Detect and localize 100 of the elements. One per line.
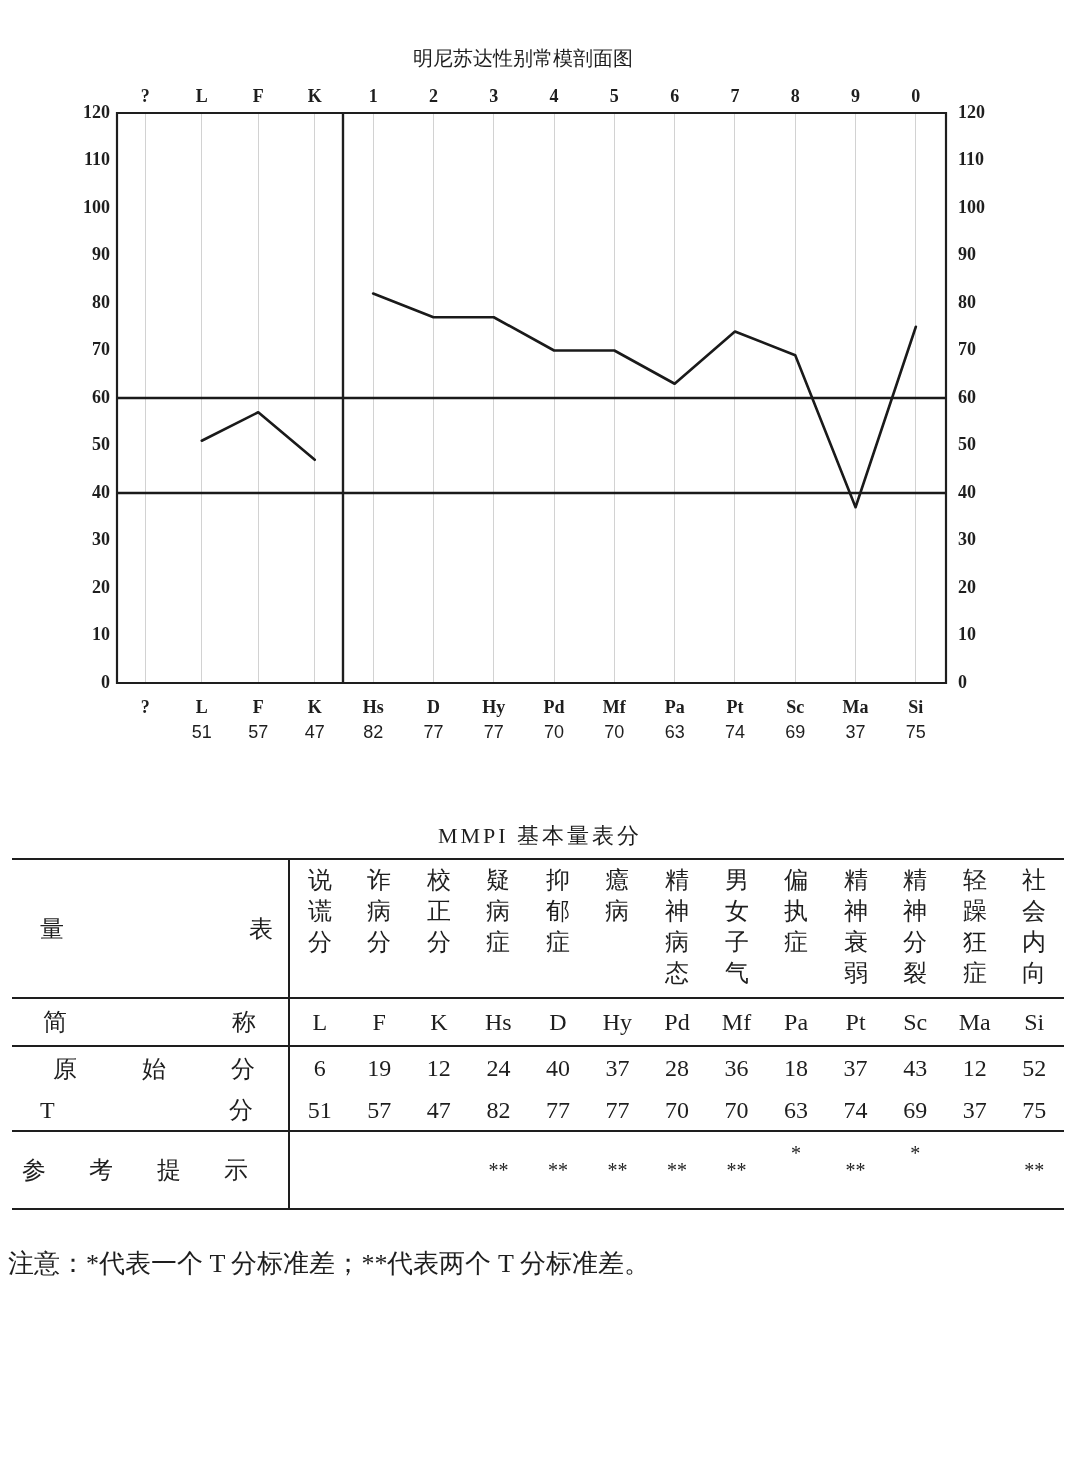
text: 1 [368, 85, 378, 106]
x-tick-label: L [195, 85, 208, 106]
y-tick-label: 70 [958, 339, 976, 360]
text: 0 [911, 85, 921, 106]
data-label: 40 [545, 1055, 570, 1082]
x-tick-label: Hy [482, 697, 506, 718]
y-tick-label: 90 [92, 244, 110, 265]
data-label: 51 [307, 1096, 332, 1124]
text: 量表 [40, 914, 273, 944]
category-label: 疑病症 [486, 866, 511, 957]
data-label: 75 [905, 721, 926, 742]
text: 注意：*代表一个 T 分标准差；**代表两个 T 分标准差。 [8, 1248, 650, 1280]
data-label: 70 [544, 721, 565, 742]
x-tick-label: Si [908, 697, 924, 718]
y-tick-label: 40 [958, 481, 976, 502]
data-label: F [372, 1008, 386, 1036]
data-label: 77 [545, 1096, 570, 1124]
x-tick-label: Pt [726, 697, 744, 718]
y-tick-label: 90 [958, 244, 976, 265]
data-label: D [549, 1008, 567, 1036]
data-label: 52 [1022, 1055, 1047, 1082]
data-label: 70 [604, 721, 625, 742]
category-label: 癔病 [605, 866, 630, 926]
data-label: L [312, 1008, 328, 1036]
data-label: 47 [304, 721, 325, 742]
data-label: Pd [664, 1008, 690, 1036]
y-tick-label: 0 [101, 671, 110, 692]
data-label: Hs [485, 1008, 512, 1036]
x-tick-label: ? [140, 85, 150, 106]
data-label: 74 [724, 721, 745, 742]
text: 原始分 [53, 1054, 255, 1084]
data-label: 51 [191, 721, 212, 742]
y-tick-label: 120 [958, 101, 985, 122]
data-label: Hy [602, 1008, 633, 1036]
text: 6 [670, 85, 680, 106]
chart-title: 明尼苏达性别常模剖面图 [413, 46, 633, 70]
x-tick-label: Pa [664, 697, 685, 718]
data-label: 24 [486, 1055, 511, 1082]
x-tick-label: Mf [602, 697, 627, 718]
data-label: ** [547, 1159, 568, 1181]
category-label: 精神病态 [664, 866, 689, 988]
y-tick-label: 50 [958, 434, 976, 455]
category-label: 社会内向 [1022, 866, 1047, 988]
category-label: 校正分 [426, 866, 451, 957]
data-label: 63 [664, 721, 685, 742]
data-label: ** [666, 1159, 687, 1181]
data-label: 37 [605, 1055, 630, 1082]
data-label: Pt [845, 1008, 866, 1036]
data-label: Pa [784, 1008, 809, 1036]
y-tick-label: 10 [958, 624, 976, 645]
category-label: 精神衰弱 [843, 866, 868, 988]
data-label: * [791, 1142, 802, 1164]
data-label: 12 [426, 1055, 451, 1082]
data-label: 77 [483, 721, 504, 742]
data-label: 69 [903, 1096, 928, 1124]
y-tick-label: 20 [958, 576, 976, 597]
x-tick-label: D [426, 697, 440, 718]
y-tick-label: 120 [83, 101, 110, 122]
x-tick-label: K [307, 85, 322, 106]
y-tick-label: 40 [92, 481, 110, 502]
text: 4 [549, 85, 559, 106]
data-label: 75 [1022, 1096, 1047, 1124]
data-label: 57 [248, 721, 269, 742]
data-label: ** [488, 1159, 509, 1181]
category-label: 说谎分 [307, 866, 332, 957]
y-tick-label: 30 [92, 529, 110, 550]
y-tick-label: 80 [958, 291, 976, 312]
x-tick-label: Hs [362, 697, 384, 718]
text: 简称 [43, 1008, 256, 1037]
x-tick-label: Sc [786, 697, 805, 718]
x-tick-label: Pd [543, 697, 565, 718]
data-label: 57 [367, 1096, 392, 1124]
category-label: 精神分裂 [903, 866, 928, 988]
data-label: ** [845, 1159, 866, 1181]
data-label: 37 [962, 1096, 987, 1124]
category-label: 轻躁狂症 [962, 866, 987, 988]
y-tick-label: 10 [92, 624, 110, 645]
x-tick-label: Ma [842, 697, 869, 718]
text: 2 [428, 85, 438, 106]
data-label: 36 [724, 1055, 749, 1082]
data-label: 77 [423, 721, 444, 742]
data-label: 77 [605, 1096, 630, 1124]
data-label: * [910, 1142, 921, 1164]
data-label: ** [1024, 1159, 1045, 1181]
y-tick-label: 70 [92, 339, 110, 360]
text: 9 [851, 85, 861, 106]
data-label: 70 [664, 1096, 689, 1124]
text: 3 [489, 85, 499, 106]
data-label: Mf [721, 1008, 752, 1036]
data-label: 28 [664, 1055, 689, 1082]
data-label: 6 [313, 1055, 326, 1082]
y-tick-label: 60 [92, 386, 110, 407]
data-label: Ma [958, 1008, 991, 1036]
text: 7 [730, 85, 740, 106]
x-tick-label: F [252, 85, 264, 106]
data-label: ** [607, 1159, 628, 1181]
y-tick-label: 100 [83, 196, 110, 217]
data-label: 70 [724, 1096, 749, 1124]
data-label: 19 [367, 1055, 392, 1082]
y-tick-label: 110 [958, 149, 985, 170]
